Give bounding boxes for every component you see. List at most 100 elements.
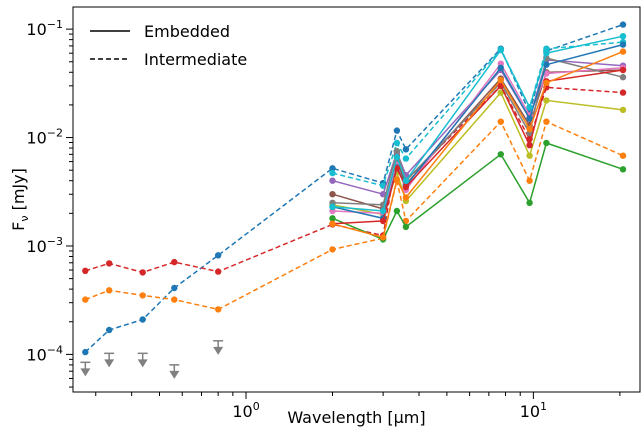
data-point xyxy=(526,115,533,122)
data-point xyxy=(543,45,550,52)
data-point xyxy=(329,215,336,222)
data-point xyxy=(393,127,401,134)
series-3 xyxy=(329,38,627,189)
data-point xyxy=(619,41,627,48)
data-point xyxy=(497,76,504,84)
data-point xyxy=(379,207,387,215)
data-point xyxy=(379,234,387,241)
upper-limit-arrow xyxy=(80,361,91,377)
data-point xyxy=(497,89,504,96)
series-line xyxy=(332,69,624,210)
data-point xyxy=(329,177,336,184)
data-point xyxy=(106,287,113,294)
legend-label: Intermediate xyxy=(144,50,247,69)
data-point xyxy=(139,292,146,299)
data-point xyxy=(215,306,222,313)
upper-limits-group xyxy=(80,340,224,379)
data-point xyxy=(402,183,410,191)
upper-limit-arrow xyxy=(104,352,115,368)
x-axis-label: Wavelength [μm] xyxy=(287,408,425,427)
series-7 xyxy=(329,66,627,213)
y-axis-label: Fν [mJy] xyxy=(9,168,31,231)
series-line xyxy=(332,50,624,239)
data-point xyxy=(393,153,401,161)
data-point xyxy=(402,194,410,201)
ticks-group: 100 101 10−4 10−3 10−2 10−1 xyxy=(26,18,621,421)
data-point xyxy=(619,21,627,28)
series-12 xyxy=(329,48,627,241)
data-point xyxy=(526,104,533,111)
data-point xyxy=(526,125,533,133)
data-point xyxy=(329,246,336,253)
series-8 xyxy=(329,60,627,217)
series-6 xyxy=(329,56,627,198)
series-line xyxy=(332,62,624,215)
x-tick-label: 100 xyxy=(232,400,259,421)
data-point xyxy=(526,177,533,184)
data-point xyxy=(497,82,504,90)
data-point xyxy=(619,152,627,159)
data-point xyxy=(526,142,533,149)
data-point xyxy=(82,267,89,274)
legend-label: Embedded xyxy=(144,22,230,41)
data-point xyxy=(106,260,113,267)
data-point xyxy=(329,169,336,177)
data-point xyxy=(139,316,146,323)
data-point xyxy=(619,74,627,81)
data-point xyxy=(497,151,504,158)
data-point xyxy=(215,268,222,275)
data-point xyxy=(497,118,504,125)
data-point xyxy=(543,139,550,147)
data-point xyxy=(329,191,336,198)
series-group xyxy=(82,21,627,356)
data-point xyxy=(526,152,533,159)
data-point xyxy=(106,326,113,334)
data-point xyxy=(497,64,504,72)
series-line xyxy=(332,41,624,187)
data-point xyxy=(402,146,410,153)
data-point xyxy=(497,46,504,54)
y-tick-label: 10−4 xyxy=(26,343,63,364)
data-point xyxy=(402,177,410,184)
series-line xyxy=(332,35,624,212)
data-point xyxy=(82,348,89,356)
data-point xyxy=(139,269,146,276)
series-line xyxy=(332,59,624,196)
data-point xyxy=(402,155,410,162)
data-point xyxy=(619,66,627,74)
data-point xyxy=(393,176,401,183)
series-line xyxy=(332,57,624,206)
y-tick-label: 10−3 xyxy=(26,235,63,256)
data-point xyxy=(393,139,401,147)
data-point xyxy=(379,217,387,225)
data-point xyxy=(619,48,627,55)
data-point xyxy=(393,147,401,155)
data-point xyxy=(82,296,89,303)
series-1 xyxy=(82,82,627,276)
data-point xyxy=(171,284,178,292)
legend: Embedded Intermediate xyxy=(90,22,247,69)
data-point xyxy=(543,118,550,125)
series-9 xyxy=(329,54,627,208)
data-point xyxy=(619,106,627,114)
data-point xyxy=(329,165,336,172)
data-point xyxy=(619,89,627,96)
data-point xyxy=(543,79,550,87)
y-tick-label: 10−1 xyxy=(26,18,63,39)
series-line xyxy=(332,142,624,241)
data-point xyxy=(619,33,627,40)
x-tick-label: 101 xyxy=(520,400,547,421)
series-13 xyxy=(329,33,627,215)
data-point xyxy=(543,50,550,57)
upper-limit-arrow xyxy=(169,364,180,379)
data-point xyxy=(215,252,222,259)
data-point xyxy=(171,296,178,303)
data-point xyxy=(329,220,336,227)
y-tick-label: 10−2 xyxy=(26,127,63,148)
data-point xyxy=(543,97,550,104)
data-point xyxy=(329,203,336,210)
data-point xyxy=(393,207,401,215)
data-point xyxy=(171,258,178,266)
